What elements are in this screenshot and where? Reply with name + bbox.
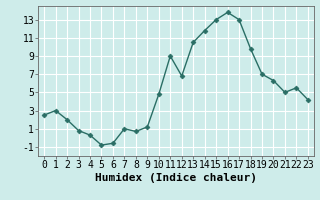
X-axis label: Humidex (Indice chaleur): Humidex (Indice chaleur) [95,173,257,183]
